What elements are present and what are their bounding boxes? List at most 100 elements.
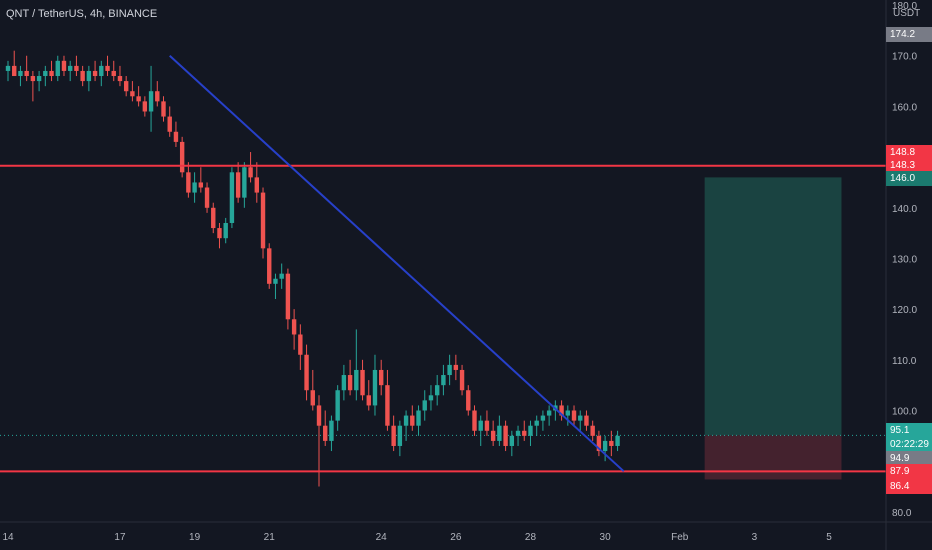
candle-body [559,405,564,416]
candle-body [123,81,129,92]
candle-body [304,354,309,391]
candle-body [173,131,179,142]
candle-body [602,440,608,452]
time-tick-label: 17 [114,532,126,543]
candle-body [68,65,73,71]
price-tag: 86.4 [886,479,932,495]
candle-body [223,222,228,239]
candle-body [571,410,577,421]
candle-body [354,369,359,391]
candle-body [422,400,427,411]
candle-body [528,425,533,436]
candle-body [273,278,278,284]
candle-body [329,420,334,441]
candle-body [30,76,36,82]
time-tick-label: 14 [2,532,14,543]
candle-body [416,410,421,426]
candle-body [61,60,67,71]
candle-body [515,430,521,436]
time-tick-label: 30 [600,532,612,543]
time-tick-label: 19 [189,532,201,543]
candle-body [615,435,620,446]
price-tag: 148.8 [886,144,932,160]
candle-body [459,369,465,391]
price-tag: 146.0 [886,171,932,187]
candle-body [111,70,116,77]
drawing-lines [0,55,886,473]
price-tick-label: 80.0 [892,508,912,519]
candle-body [86,70,92,82]
candle-body [316,405,322,426]
candle-body [403,415,409,426]
candle-body [490,430,496,441]
candles-layer [5,50,620,487]
candle-body [161,101,166,117]
candle-body [36,76,42,82]
symbol-title: QNT / TetherUS, 4h, BINANCE [6,8,158,20]
price-tag: 87.9 [886,464,932,480]
target-zone [704,177,842,436]
trend-line [169,55,625,473]
time-tick-label: Feb [671,532,689,543]
candle-body [267,248,272,284]
candle-body [447,364,452,376]
candle-body [186,172,191,193]
candle-body [472,410,477,431]
candle-body [509,435,515,446]
price-tick-label: 140.0 [892,204,917,215]
candle-body [323,425,328,441]
candle-body [148,91,154,112]
candle-body [478,420,483,431]
price-tag: 95.1 [886,423,932,439]
candle-body [609,440,614,446]
candle-body [534,420,539,426]
candle-body [366,395,371,406]
candle-body [497,425,502,441]
candle-body [242,167,247,198]
price-tick-label: 130.0 [892,254,917,265]
candle-body [335,390,340,421]
stop-zone [704,435,842,480]
candle-body [179,141,185,173]
candle-body [391,425,396,446]
candle-body [229,172,235,223]
candle-body [248,167,253,178]
candle-body [18,70,23,77]
time-tick-label: 26 [450,532,462,543]
candle-body [503,425,508,446]
price-tag: 174.2 [886,26,932,42]
candle-body [578,415,583,421]
candle-body [142,101,148,112]
candle-body [49,70,54,77]
price-tag: 94.9 [886,451,932,467]
price-tag: 02:22:29 [886,436,932,452]
candle-body [99,65,104,77]
candle-body [540,415,546,421]
candle-body [565,410,570,416]
candle-body [466,390,471,411]
candle-body [428,395,434,401]
candle-body [584,415,589,426]
candle-body [546,410,552,416]
candle-body [347,375,353,391]
candle-body [155,91,160,102]
time-tick-label: 3 [752,532,758,543]
candle-body [285,273,291,320]
candle-body [298,334,303,355]
candle-body [397,425,403,446]
candle-body [55,60,60,77]
price-tick-label: 120.0 [892,305,917,316]
candle-body [260,192,266,249]
candle-body [43,70,48,77]
candle-body [279,273,284,279]
candle-body [5,65,11,71]
candle-body [484,420,490,431]
candle-body [136,96,141,102]
price-tick-label: 180.0 [892,1,917,12]
candle-body [167,116,172,132]
candle-body [379,369,384,386]
candle-body [596,435,602,452]
candle-body [310,390,315,406]
price-tick-label: 110.0 [892,356,917,367]
